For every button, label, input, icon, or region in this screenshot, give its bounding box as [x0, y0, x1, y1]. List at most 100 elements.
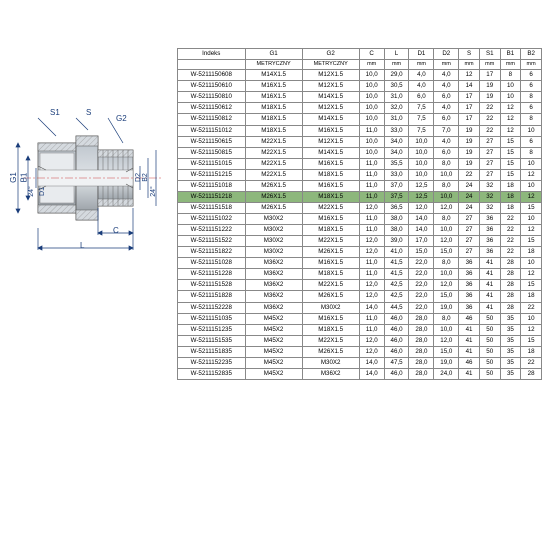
table-cell: M16X1.5	[302, 214, 359, 225]
table-cell: 41,5	[384, 258, 409, 269]
table-cell: 6,0	[434, 114, 459, 125]
table-cell: 15	[521, 335, 542, 346]
table-cell: W-5211152235	[178, 357, 246, 368]
table-cell: W-5211152835	[178, 368, 246, 379]
table-cell: 12	[521, 169, 542, 180]
table-cell: 4,0	[434, 70, 459, 81]
table-cell: 6,0	[434, 92, 459, 103]
table-cell: M22X1.5	[302, 335, 359, 346]
table-cell: 37,5	[384, 191, 409, 202]
table-cell: 27	[479, 158, 500, 169]
table-cell: 7,5	[409, 103, 434, 114]
table-cell: 17	[459, 114, 480, 125]
table-cell: W-5211151222	[178, 225, 246, 236]
table-cell: 35	[500, 368, 521, 379]
table-cell: 35	[500, 324, 521, 335]
table-cell: 6	[521, 103, 542, 114]
table-cell: 34,0	[384, 147, 409, 158]
table-cell: 46,0	[384, 346, 409, 357]
table-cell: 10,0	[434, 169, 459, 180]
table-cell: 15	[521, 202, 542, 213]
table-cell: W-5211151028	[178, 258, 246, 269]
table-cell: 11,0	[359, 125, 384, 136]
table-cell: M26X1.5	[245, 180, 302, 191]
table-cell: 10	[500, 92, 521, 103]
table-cell: M22X1.5	[302, 202, 359, 213]
col-header: G1	[245, 49, 302, 60]
table-cell: 29,0	[384, 70, 409, 81]
table-cell: M18X1.5	[302, 225, 359, 236]
table-cell: 22	[500, 225, 521, 236]
table-cell: 35	[500, 357, 521, 368]
table-cell: M36X2	[302, 368, 359, 379]
table-cell: 12,0	[409, 202, 434, 213]
table-cell: 10,0	[434, 269, 459, 280]
table-cell: M30X2	[245, 247, 302, 258]
table-cell: 10,0	[409, 158, 434, 169]
label-b2: B2	[142, 173, 149, 182]
table-cell: 12,0	[359, 236, 384, 247]
table-cell: M16X1.5	[302, 313, 359, 324]
table-cell: 8,0	[434, 258, 459, 269]
table-cell: 12,0	[359, 202, 384, 213]
table-cell: 50	[479, 346, 500, 357]
table-cell: 50	[479, 335, 500, 346]
table-cell: 6	[521, 81, 542, 92]
table-cell: 28,0	[409, 357, 434, 368]
table-cell: 4,0	[434, 136, 459, 147]
table-cell: 41	[459, 324, 480, 335]
table-cell: 10,0	[434, 324, 459, 335]
table-row: W-5211151015M22X1.5M16X1.511,035,510,08,…	[178, 158, 542, 169]
col-header: B1	[500, 49, 521, 60]
table-cell: W-5211151035	[178, 313, 246, 324]
table-cell: M18X1.5	[245, 125, 302, 136]
table-cell: W-5211151218	[178, 191, 246, 202]
table-cell: 8	[521, 92, 542, 103]
table-cell: M16X1.5	[302, 180, 359, 191]
table-cell: 11,0	[359, 214, 384, 225]
table-cell: M12X1.5	[302, 70, 359, 81]
table-row: W-5211150615M22X1.5M12X1.510,034,010,04,…	[178, 136, 542, 147]
table-cell: 22,0	[409, 269, 434, 280]
table-cell: 24	[459, 191, 480, 202]
table-cell: 35	[500, 313, 521, 324]
table-cell: 12	[521, 269, 542, 280]
table-cell: 34,0	[384, 136, 409, 147]
table-cell: 41	[479, 269, 500, 280]
table-cell: 27	[459, 247, 480, 258]
table-cell: M18X1.5	[245, 103, 302, 114]
table-cell: 36,5	[384, 202, 409, 213]
table-cell: W-5211151235	[178, 324, 246, 335]
col-subheader: mm	[500, 60, 521, 70]
table-cell: 22	[479, 103, 500, 114]
table-cell: 8,0	[434, 180, 459, 191]
table-cell: W-5211151015	[178, 158, 246, 169]
table-cell: 8,0	[434, 158, 459, 169]
table-cell: 12,0	[434, 202, 459, 213]
table-row: W-5211151235M45X2M18X1.511,046,028,010,0…	[178, 324, 542, 335]
table-cell: W-5211151018	[178, 180, 246, 191]
table-cell: 14,0	[359, 302, 384, 313]
table-cell: W-5211151822	[178, 247, 246, 258]
table-cell: 28	[500, 302, 521, 313]
label-g2-top: G2	[116, 114, 127, 123]
col-subheader: mm	[521, 60, 542, 70]
table-cell: 18	[500, 180, 521, 191]
table-cell: M16X1.5	[302, 125, 359, 136]
table-cell: 14,0	[359, 357, 384, 368]
table-cell: 46,0	[384, 313, 409, 324]
table-row: W-5211151215M22X1.5M18X1.511,033,010,010…	[178, 169, 542, 180]
table-cell: 11,0	[359, 158, 384, 169]
table-cell: 12	[459, 70, 480, 81]
col-header: S1	[479, 49, 500, 60]
col-header: S	[459, 49, 480, 60]
table-header: IndeksG1G2CLD1D2SS1B1B2 METRYCZNYMETRYCZ…	[178, 49, 542, 70]
table-cell: 11,0	[359, 191, 384, 202]
table-cell: 11,0	[359, 169, 384, 180]
table-cell: M18X1.5	[245, 114, 302, 125]
table-cell: 41	[479, 280, 500, 291]
table-cell: 24,0	[434, 368, 459, 379]
table-cell: 22	[500, 214, 521, 225]
table-cell: 32	[479, 191, 500, 202]
table-row: W-5211152228M36X2M30X214,044,522,019,036…	[178, 302, 542, 313]
